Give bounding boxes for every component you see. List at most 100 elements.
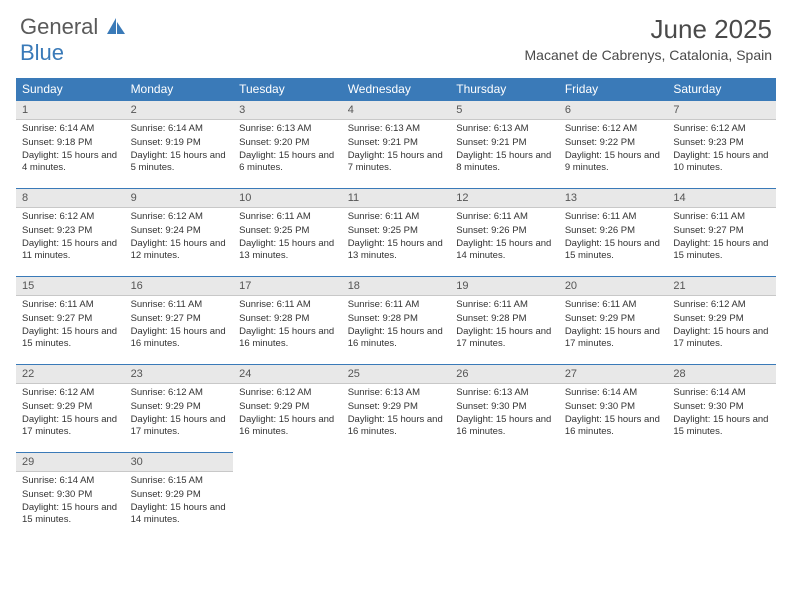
sunset-line: Sunset: 9:29 PM bbox=[239, 401, 336, 413]
day-cell: 20Sunrise: 6:11 AMSunset: 9:29 PMDayligh… bbox=[559, 276, 668, 364]
daylight-line: Daylight: 15 hours and 17 minutes. bbox=[131, 414, 228, 439]
day-body: Sunrise: 6:11 AMSunset: 9:28 PMDaylight:… bbox=[450, 296, 559, 357]
day-cell: 12Sunrise: 6:11 AMSunset: 9:26 PMDayligh… bbox=[450, 188, 559, 276]
day-cell: 11Sunrise: 6:11 AMSunset: 9:25 PMDayligh… bbox=[342, 188, 451, 276]
sunset-line: Sunset: 9:30 PM bbox=[673, 401, 770, 413]
day-body: Sunrise: 6:13 AMSunset: 9:20 PMDaylight:… bbox=[233, 120, 342, 181]
day-number: 22 bbox=[16, 364, 125, 384]
day-body: Sunrise: 6:12 AMSunset: 9:29 PMDaylight:… bbox=[16, 384, 125, 445]
daylight-line: Daylight: 15 hours and 15 minutes. bbox=[673, 238, 770, 263]
day-body: Sunrise: 6:11 AMSunset: 9:27 PMDaylight:… bbox=[16, 296, 125, 357]
daylight-line: Daylight: 15 hours and 16 minutes. bbox=[348, 414, 445, 439]
calendar-body: 1Sunrise: 6:14 AMSunset: 9:18 PMDaylight… bbox=[16, 100, 776, 540]
daylight-line: Daylight: 15 hours and 16 minutes. bbox=[348, 326, 445, 351]
calendar-row: 29Sunrise: 6:14 AMSunset: 9:30 PMDayligh… bbox=[16, 452, 776, 540]
daylight-line: Daylight: 15 hours and 10 minutes. bbox=[673, 150, 770, 175]
calendar-row: 1Sunrise: 6:14 AMSunset: 9:18 PMDaylight… bbox=[16, 100, 776, 188]
day-body: Sunrise: 6:13 AMSunset: 9:30 PMDaylight:… bbox=[450, 384, 559, 445]
day-body: Sunrise: 6:14 AMSunset: 9:30 PMDaylight:… bbox=[667, 384, 776, 445]
sunrise-line: Sunrise: 6:13 AM bbox=[456, 123, 553, 135]
sunset-line: Sunset: 9:27 PM bbox=[131, 313, 228, 325]
day-cell: 26Sunrise: 6:13 AMSunset: 9:30 PMDayligh… bbox=[450, 364, 559, 452]
sunset-line: Sunset: 9:25 PM bbox=[239, 225, 336, 237]
day-body: Sunrise: 6:12 AM Sunset: 9:29 PMDaylight:… bbox=[125, 384, 234, 445]
day-body: Sunrise: 6:11 AM Sunset: 9:25 PMDaylight:… bbox=[342, 208, 451, 269]
day-cell: 4Sunrise: 6:13 AMSunset: 9:21 PMDaylight… bbox=[342, 100, 451, 188]
logo-sail-icon bbox=[107, 14, 125, 40]
sunset-line: Sunset: 9:21 PM bbox=[456, 137, 553, 149]
day-body: Sunrise: 6:11 AMSunset: 9:29 PMDaylight:… bbox=[559, 296, 668, 357]
sunset-line: Sunset: 9:21 PM bbox=[348, 137, 445, 149]
empty-cell bbox=[233, 452, 342, 540]
day-number: 18 bbox=[342, 276, 451, 296]
sunrise-line: Sunrise: 6:12 AM bbox=[131, 387, 228, 399]
sunrise-line: Sunrise: 6:11 AM bbox=[348, 211, 445, 223]
daylight-line: Daylight: 15 hours and 13 minutes. bbox=[239, 238, 336, 263]
sunrise-line: Sunrise: 6:14 AM bbox=[131, 123, 228, 135]
day-cell: 28Sunrise: 6:14 AMSunset: 9:30 PMDayligh… bbox=[667, 364, 776, 452]
day-body: Sunrise: 6:13 AM Sunset: 9:21 PMDaylight:… bbox=[450, 120, 559, 181]
sunset-line: Sunset: 9:24 PM bbox=[131, 225, 228, 237]
day-cell: 18Sunrise: 6:11 AMSunset: 9:28 PMDayligh… bbox=[342, 276, 451, 364]
sunset-line: Sunset: 9:29 PM bbox=[131, 401, 228, 413]
day-body: Sunrise: 6:14 AMSunset: 9:18 PMDaylight:… bbox=[16, 120, 125, 181]
sunrise-line: Sunrise: 6:11 AM bbox=[456, 299, 553, 311]
day-cell: 24Sunrise: 6:12 AMSunset: 9:29 PMDayligh… bbox=[233, 364, 342, 452]
daylight-line: Daylight: 15 hours and 8 minutes. bbox=[456, 150, 553, 175]
day-cell: 30Sunrise: 6:15 AMSunset: 9:29 PMDayligh… bbox=[125, 452, 234, 540]
daylight-line: Daylight: 15 hours and 13 minutes. bbox=[348, 238, 445, 263]
logo-text-2: Blue bbox=[20, 40, 64, 65]
sunrise-line: Sunrise: 6:14 AM bbox=[565, 387, 662, 399]
day-number: 8 bbox=[16, 188, 125, 208]
sunset-line: Sunset: 9:20 PM bbox=[239, 137, 336, 149]
day-number: 2 bbox=[125, 100, 234, 120]
sunset-line: Sunset: 9:29 PM bbox=[565, 313, 662, 325]
day-cell: 5 Sunrise: 6:13 AM Sunset: 9:21 PMDaylight… bbox=[450, 100, 559, 188]
day-cell: 16Sunrise: 6:11 AMSunset: 9:27 PMDayligh… bbox=[125, 276, 234, 364]
day-number: 16 bbox=[125, 276, 234, 296]
day-cell: 25Sunrise: 6:13 AMSunset: 9:29 PMDayligh… bbox=[342, 364, 451, 452]
day-body: Sunrise: 6:14 AMSunset: 9:19 PMDaylight:… bbox=[125, 120, 234, 181]
day-number: 14 bbox=[667, 188, 776, 208]
calendar-row: 8Sunrise: 6:12 AMSunset: 9:23 PMDaylight… bbox=[16, 188, 776, 276]
day-body: Sunrise: 6:14 AMSunset: 9:30 PMDaylight:… bbox=[16, 472, 125, 533]
sunset-line: Sunset: 9:22 PM bbox=[565, 137, 662, 149]
sunset-line: Sunset: 9:30 PM bbox=[22, 489, 119, 501]
day-number: 9 bbox=[125, 188, 234, 208]
sunset-line: Sunset: 9:30 PM bbox=[456, 401, 553, 413]
weekday-header: Tuesday bbox=[233, 78, 342, 100]
sunset-line: Sunset: 9:30 PM bbox=[565, 401, 662, 413]
day-cell: 14Sunrise: 6:11 AMSunset: 9:27 PMDayligh… bbox=[667, 188, 776, 276]
sunrise-line: Sunrise: 6:12 AM bbox=[565, 123, 662, 135]
sunset-line: Sunset: 9:29 PM bbox=[22, 401, 119, 413]
weekday-header: Friday bbox=[559, 78, 668, 100]
daylight-line: Daylight: 15 hours and 15 minutes. bbox=[22, 502, 119, 527]
day-number: 4 bbox=[342, 100, 451, 120]
day-cell: 22Sunrise: 6:12 AMSunset: 9:29 PMDayligh… bbox=[16, 364, 125, 452]
sunrise-line: Sunrise: 6:11 AM bbox=[239, 299, 336, 311]
sunrise-line: Sunrise: 6:12 AM bbox=[239, 387, 336, 399]
weekday-header: Thursday bbox=[450, 78, 559, 100]
day-number: 29 bbox=[16, 452, 125, 472]
day-number: 13 bbox=[559, 188, 668, 208]
day-cell: 6Sunrise: 6:12 AMSunset: 9:22 PMDaylight… bbox=[559, 100, 668, 188]
day-body: Sunrise: 6:11 AMSunset: 9:26 PMDaylight:… bbox=[559, 208, 668, 269]
location: Macanet de Cabrenys, Catalonia, Spain bbox=[525, 47, 772, 63]
sunset-line: Sunset: 9:25 PM bbox=[348, 225, 445, 237]
daylight-line: Daylight: 15 hours and 5 minutes. bbox=[131, 150, 228, 175]
weekday-header: Monday bbox=[125, 78, 234, 100]
day-cell: 2Sunrise: 6:14 AMSunset: 9:19 PMDaylight… bbox=[125, 100, 234, 188]
day-body: Sunrise: 6:11 AMSunset: 9:26 PMDaylight:… bbox=[450, 208, 559, 269]
sunrise-line: Sunrise: 6:15 AM bbox=[131, 475, 228, 487]
day-cell: 10Sunrise: 6:11 AMSunset: 9:25 PMDayligh… bbox=[233, 188, 342, 276]
sunset-line: Sunset: 9:28 PM bbox=[239, 313, 336, 325]
daylight-line: Daylight: 15 hours and 17 minutes. bbox=[22, 414, 119, 439]
day-cell: 1Sunrise: 6:14 AMSunset: 9:18 PMDaylight… bbox=[16, 100, 125, 188]
day-number: 5 bbox=[450, 100, 559, 120]
day-body: Sunrise: 6:12 AMSunset: 9:23 PMDaylight:… bbox=[16, 208, 125, 269]
day-body: Sunrise: 6:11 AMSunset: 9:27 PMDaylight:… bbox=[125, 296, 234, 357]
daylight-line: Daylight: 15 hours and 9 minutes. bbox=[565, 150, 662, 175]
day-cell: 15Sunrise: 6:11 AMSunset: 9:27 PMDayligh… bbox=[16, 276, 125, 364]
month-title: June 2025 bbox=[525, 14, 772, 45]
daylight-line: Daylight: 15 hours and 16 minutes. bbox=[239, 414, 336, 439]
